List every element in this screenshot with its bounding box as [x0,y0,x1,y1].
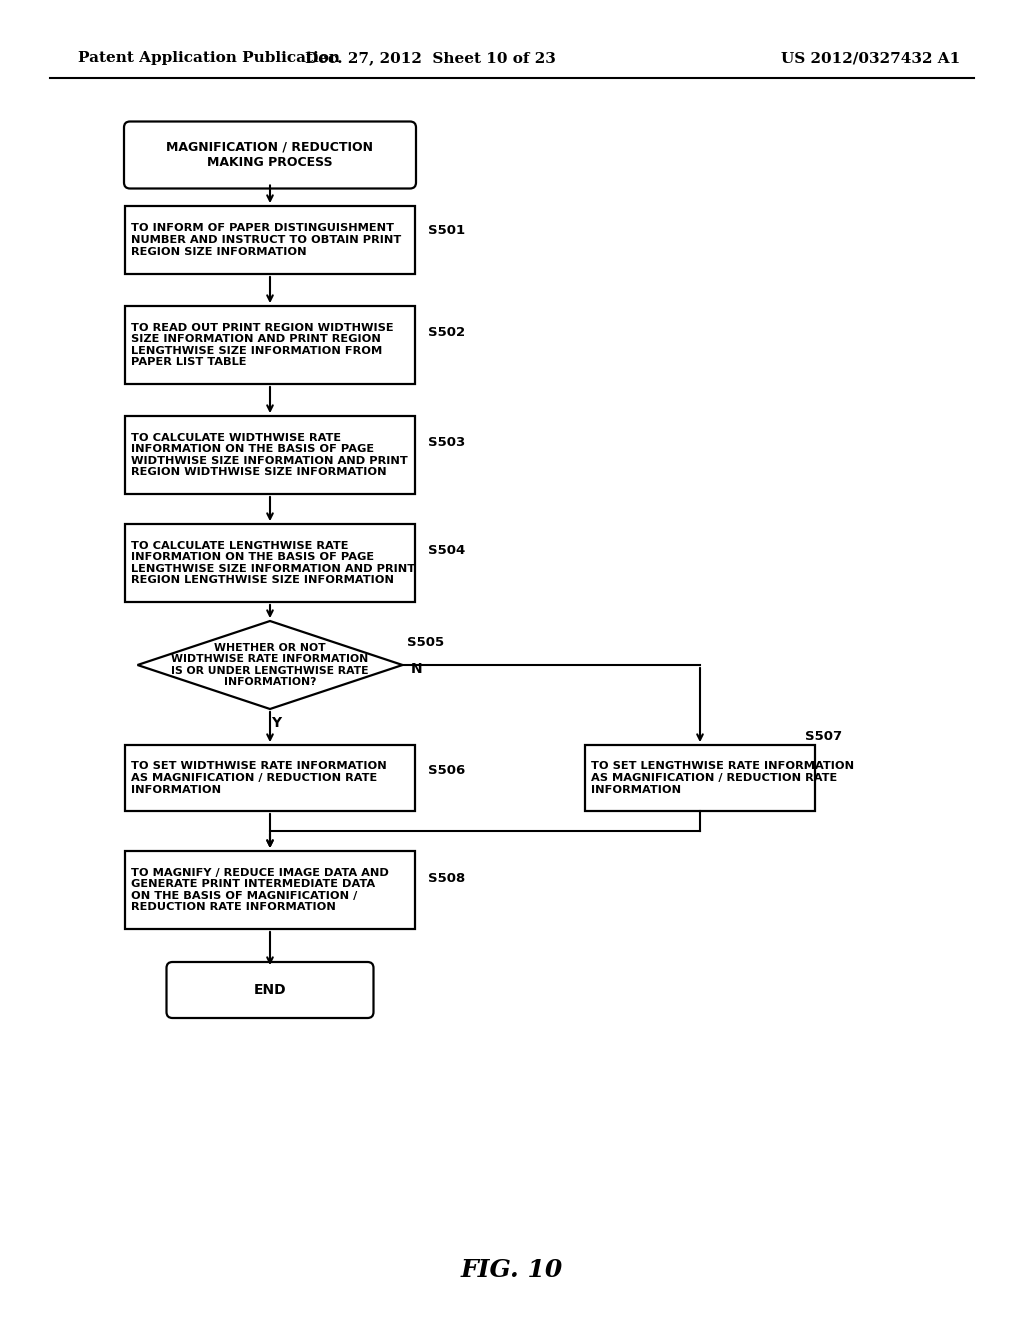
Text: S507: S507 [805,730,842,743]
Text: US 2012/0327432 A1: US 2012/0327432 A1 [780,51,961,65]
Text: S505: S505 [408,636,444,649]
Bar [125,416,415,494]
Text: WHETHER OR NOT
WIDTHWISE RATE INFORMATION
IS OR UNDER LENGTHWISE RATE
INFORMATIO: WHETHER OR NOT WIDTHWISE RATE INFORMATIO… [171,643,369,688]
Text: S508: S508 [428,871,465,884]
Bar [125,306,415,384]
Text: TO CALCULATE WIDTHWISE RATE
INFORMATION ON THE BASIS OF PAGE
WIDTHWISE SIZE INFO: TO CALCULATE WIDTHWISE RATE INFORMATION … [131,433,408,478]
Text: TO MAGNIFY / REDUCE IMAGE DATA AND
GENERATE PRINT INTERMEDIATE DATA
ON THE BASIS: TO MAGNIFY / REDUCE IMAGE DATA AND GENER… [131,867,389,912]
Text: TO INFORM OF PAPER DISTINGUISHMENT
NUMBER AND INSTRUCT TO OBTAIN PRINT
REGION SI: TO INFORM OF PAPER DISTINGUISHMENT NUMBE… [131,223,401,256]
Text: FIG. 10: FIG. 10 [461,1258,563,1282]
Text: S504: S504 [428,544,465,557]
Bar [125,744,415,810]
Text: S502: S502 [428,326,465,339]
Text: Patent Application Publication: Patent Application Publication [78,51,340,65]
Text: S501: S501 [428,223,465,236]
Text: S506: S506 [428,763,465,776]
Text: MAGNIFICATION / REDUCTION
MAKING PROCESS: MAGNIFICATION / REDUCTION MAKING PROCESS [167,141,374,169]
Polygon shape [137,620,402,709]
Text: TO SET WIDTHWISE RATE INFORMATION
AS MAGNIFICATION / REDUCTION RATE
INFORMATION: TO SET WIDTHWISE RATE INFORMATION AS MAG… [131,762,387,795]
Text: S503: S503 [428,437,465,450]
Bar [585,744,815,810]
Bar [125,851,415,929]
Bar [125,206,415,275]
FancyBboxPatch shape [124,121,416,189]
Bar [125,524,415,602]
Text: Dec. 27, 2012  Sheet 10 of 23: Dec. 27, 2012 Sheet 10 of 23 [304,51,555,65]
Text: TO CALCULATE LENGTHWISE RATE
INFORMATION ON THE BASIS OF PAGE
LENGTHWISE SIZE IN: TO CALCULATE LENGTHWISE RATE INFORMATION… [131,541,415,585]
Text: N: N [411,663,422,676]
Text: TO SET LENGTHWISE RATE INFORMATION
AS MAGNIFICATION / REDUCTION RATE
INFORMATION: TO SET LENGTHWISE RATE INFORMATION AS MA… [591,762,854,795]
Text: Y: Y [271,715,281,730]
FancyBboxPatch shape [167,962,374,1018]
Text: TO READ OUT PRINT REGION WIDTHWISE
SIZE INFORMATION AND PRINT REGION
LENGTHWISE : TO READ OUT PRINT REGION WIDTHWISE SIZE … [131,322,393,367]
Text: END: END [254,983,287,997]
